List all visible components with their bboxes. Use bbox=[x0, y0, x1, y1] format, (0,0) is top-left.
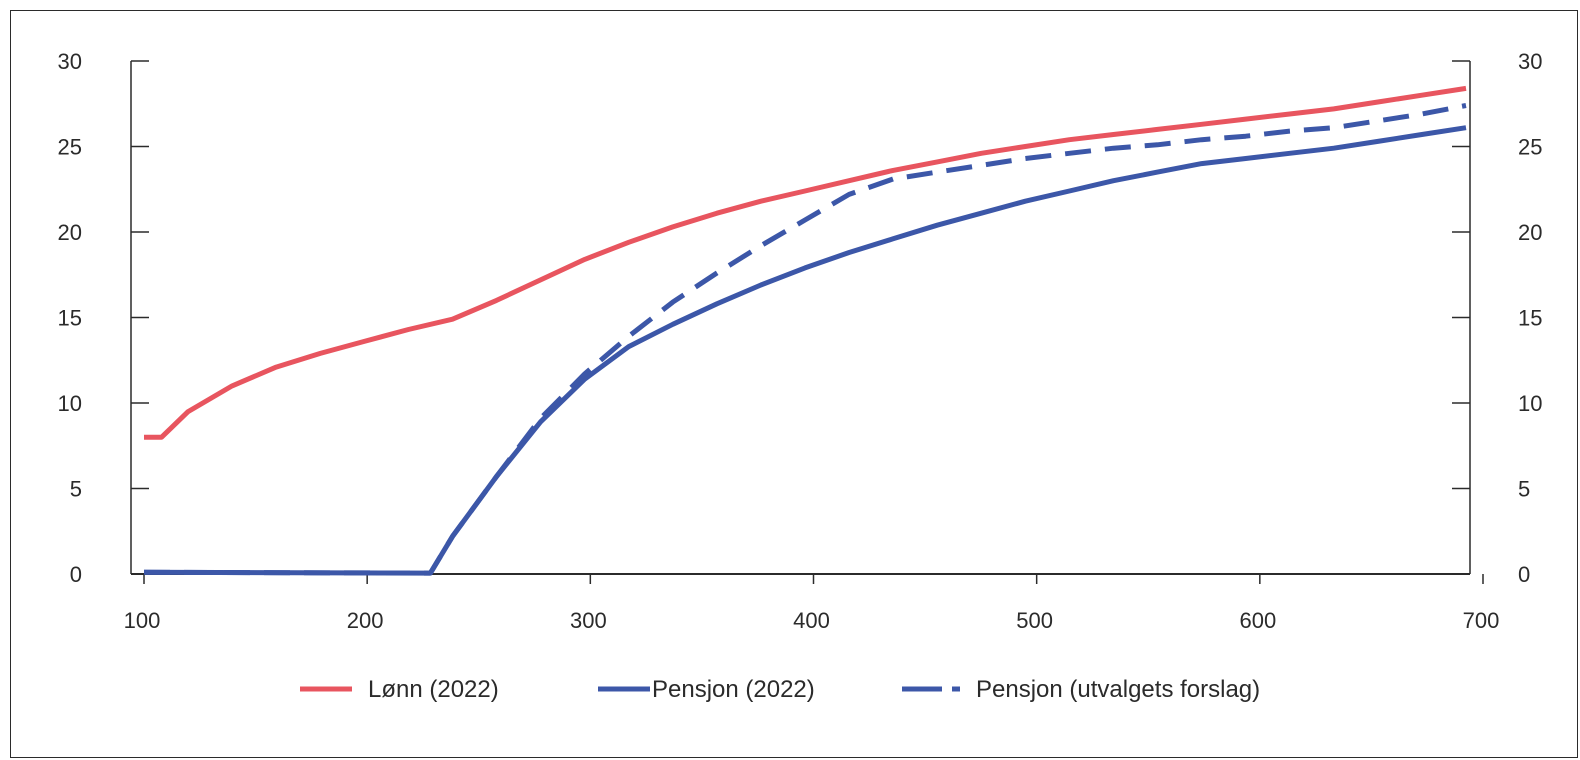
series-line-1 bbox=[143, 125, 1467, 576]
y-tick-label-right: 5 bbox=[1518, 477, 1530, 502]
y-tick-label-left: 10 bbox=[58, 391, 82, 416]
x-tick-label: 700 bbox=[1463, 608, 1500, 633]
y-tick-label-left: 30 bbox=[58, 49, 82, 74]
x-tick-label: 200 bbox=[347, 608, 384, 633]
y-tick-label-left: 5 bbox=[70, 477, 82, 502]
legend-label-1: Pensjon (2022) bbox=[652, 676, 815, 703]
x-tick-label: 400 bbox=[793, 608, 830, 633]
x-tick-label: 500 bbox=[1016, 608, 1053, 633]
series-line-0 bbox=[144, 85, 1467, 440]
y-tick-label-right: 25 bbox=[1518, 135, 1542, 160]
y-tick-label-right: 30 bbox=[1518, 49, 1542, 74]
y-tick-label-left: 20 bbox=[58, 220, 82, 245]
x-tick-label: 100 bbox=[124, 608, 161, 633]
legend-label-0: Lønn (2022) bbox=[368, 676, 499, 703]
legend-label-2: Pensjon (utvalgets forslag) bbox=[976, 676, 1260, 703]
y-tick-label-right: 10 bbox=[1518, 391, 1542, 416]
x-tick-label: 300 bbox=[570, 608, 607, 633]
y-tick-label-right: 15 bbox=[1518, 306, 1542, 331]
y-tick-label-right: 20 bbox=[1518, 220, 1542, 245]
chart-frame bbox=[10, 10, 1578, 758]
x-tick-label: 600 bbox=[1239, 608, 1276, 633]
y-tick-label-left: 15 bbox=[58, 306, 82, 331]
y-tick-label-left: 0 bbox=[70, 562, 82, 587]
y-tick-label-right: 0 bbox=[1518, 562, 1530, 587]
series-line-2 bbox=[143, 103, 1467, 576]
y-tick-label-left: 25 bbox=[58, 135, 82, 160]
